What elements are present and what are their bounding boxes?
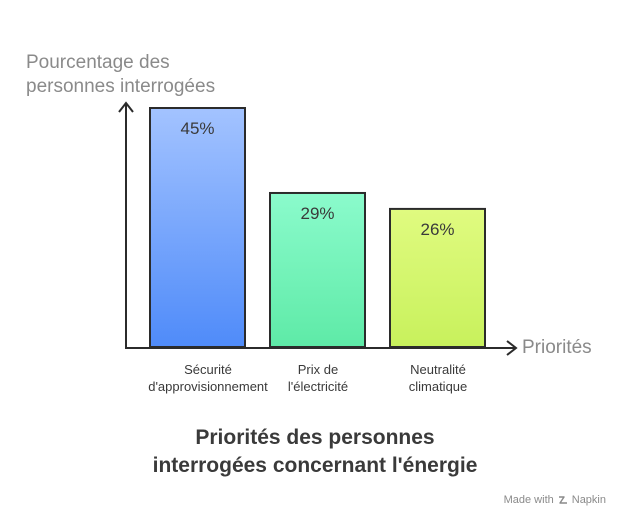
napkin-logo-icon (558, 496, 567, 504)
category-label-line: l'électricité (287, 379, 349, 394)
bars-group: 45% 29% 26% (149, 107, 486, 348)
chart-title: Priorités des personnes interrogées conc… (0, 424, 630, 480)
category-label: Sécurité d'approvisionnement (133, 361, 283, 395)
category-label: Prix de l'électricité (243, 361, 393, 395)
y-axis-label-line: Pourcentage des (26, 52, 170, 73)
chart-title-line: Priorités des personnes (195, 426, 435, 449)
category-label: Neutralité climatique (363, 361, 513, 395)
bar-value-label: 45% (180, 119, 214, 138)
category-label-line: d'approvisionnement (148, 379, 268, 394)
x-axis-arrow (506, 340, 518, 356)
bar (149, 107, 246, 348)
bar (389, 207, 486, 348)
x-axis-label: Priorités (522, 337, 592, 358)
category-label-line: Sécurité (184, 362, 232, 377)
category-label-line: Neutralité (410, 362, 466, 377)
y-axis-arrow (118, 101, 134, 113)
category-label-line: Prix de (297, 362, 339, 377)
made-with-footer: Made with Napkin (504, 494, 606, 506)
bar-value-label: 29% (300, 204, 334, 223)
category-label-line: climatique (408, 379, 468, 394)
y-axis-label-line: personnes interrogées (26, 76, 216, 97)
footer-text: Made with (503, 494, 554, 506)
bar-value-label: 26% (420, 220, 454, 239)
axes (118, 101, 518, 356)
chart-title-line: interrogées concernant l'énergie (152, 454, 478, 477)
footer-brand: Napkin (571, 494, 606, 506)
